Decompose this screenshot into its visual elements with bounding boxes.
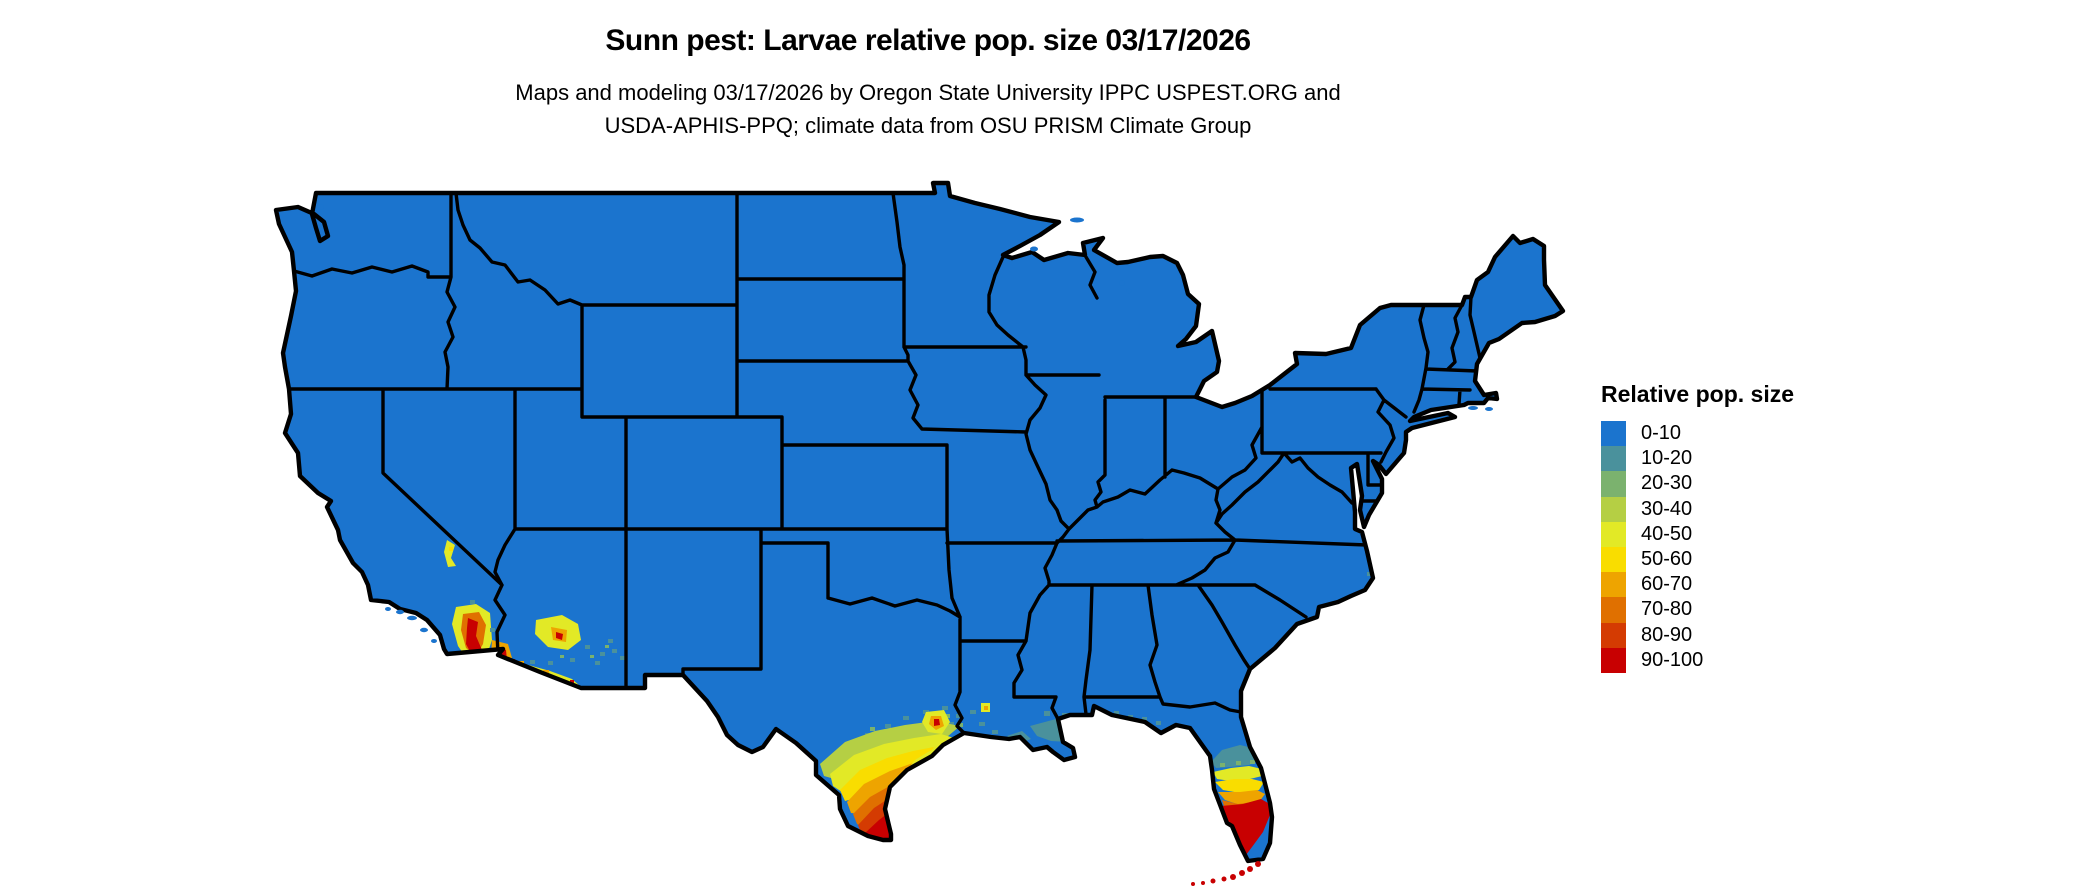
legend-item-label: 20-30 [1641, 472, 1693, 495]
legend-item: 10-20 [1601, 446, 1794, 472]
legend-item: 80-90 [1601, 622, 1794, 648]
legend-swatch [1601, 496, 1626, 522]
legend-item: 0-10 [1601, 421, 1794, 447]
florida-keys [1191, 861, 1261, 886]
legend-swatch [1601, 597, 1626, 623]
legend-item-label: 0-10 [1641, 422, 1682, 445]
legend-swatch [1601, 421, 1626, 447]
legend-item-label: 60-70 [1641, 573, 1693, 596]
legend-item-label: 70-80 [1641, 598, 1693, 621]
legend-swatch [1601, 546, 1626, 573]
legend-item: 40-50 [1601, 521, 1794, 547]
legend-item-label: 80-90 [1641, 623, 1693, 646]
page-subtitle: Maps and modeling 03/17/2026 by Oregon S… [0, 76, 1856, 142]
legend-title: Relative pop. size [1601, 381, 1795, 407]
legend-item: 70-80 [1601, 597, 1794, 623]
legend-item-label: 90-100 [1641, 648, 1704, 671]
legend-item: 60-70 [1601, 572, 1794, 598]
legend-item: 20-30 [1601, 471, 1794, 497]
legend-item-label: 30-40 [1641, 497, 1693, 520]
us-outline [273, 180, 1566, 864]
legend-swatch [1601, 446, 1626, 472]
legend: Relative pop. size 0-10 10-20 20-30 30-40 40… [1601, 381, 1794, 673]
legend-item: 50-60 [1601, 546, 1794, 573]
legend-item: 90-100 [1601, 647, 1794, 673]
legend-swatch [1601, 622, 1626, 648]
legend-swatch [1601, 471, 1626, 497]
us-base-fill [276, 183, 1563, 861]
legend-item-label: 40-50 [1641, 522, 1693, 545]
legend-item-label: 10-20 [1641, 447, 1693, 470]
islands [316, 204, 1493, 643]
legend-items: 0-10 10-20 20-30 30-40 40-50 50-60 60-70 70-80 8… [1601, 421, 1794, 673]
state-borders [287, 191, 1482, 735]
legend-swatch [1601, 521, 1626, 547]
subtitle-line-2: USDA-APHIS-PPQ; climate data from OSU PR… [604, 113, 1252, 138]
legend-item-label: 50-60 [1641, 548, 1693, 571]
legend-swatch [1601, 647, 1626, 673]
page-title: Sunn pest: Larvae relative pop. size 03/… [605, 24, 1251, 57]
subtitle-line-1: Maps and modeling 03/17/2026 by Oregon S… [515, 80, 1341, 105]
legend-item: 30-40 [1601, 496, 1794, 522]
legend-swatch [1601, 572, 1626, 598]
